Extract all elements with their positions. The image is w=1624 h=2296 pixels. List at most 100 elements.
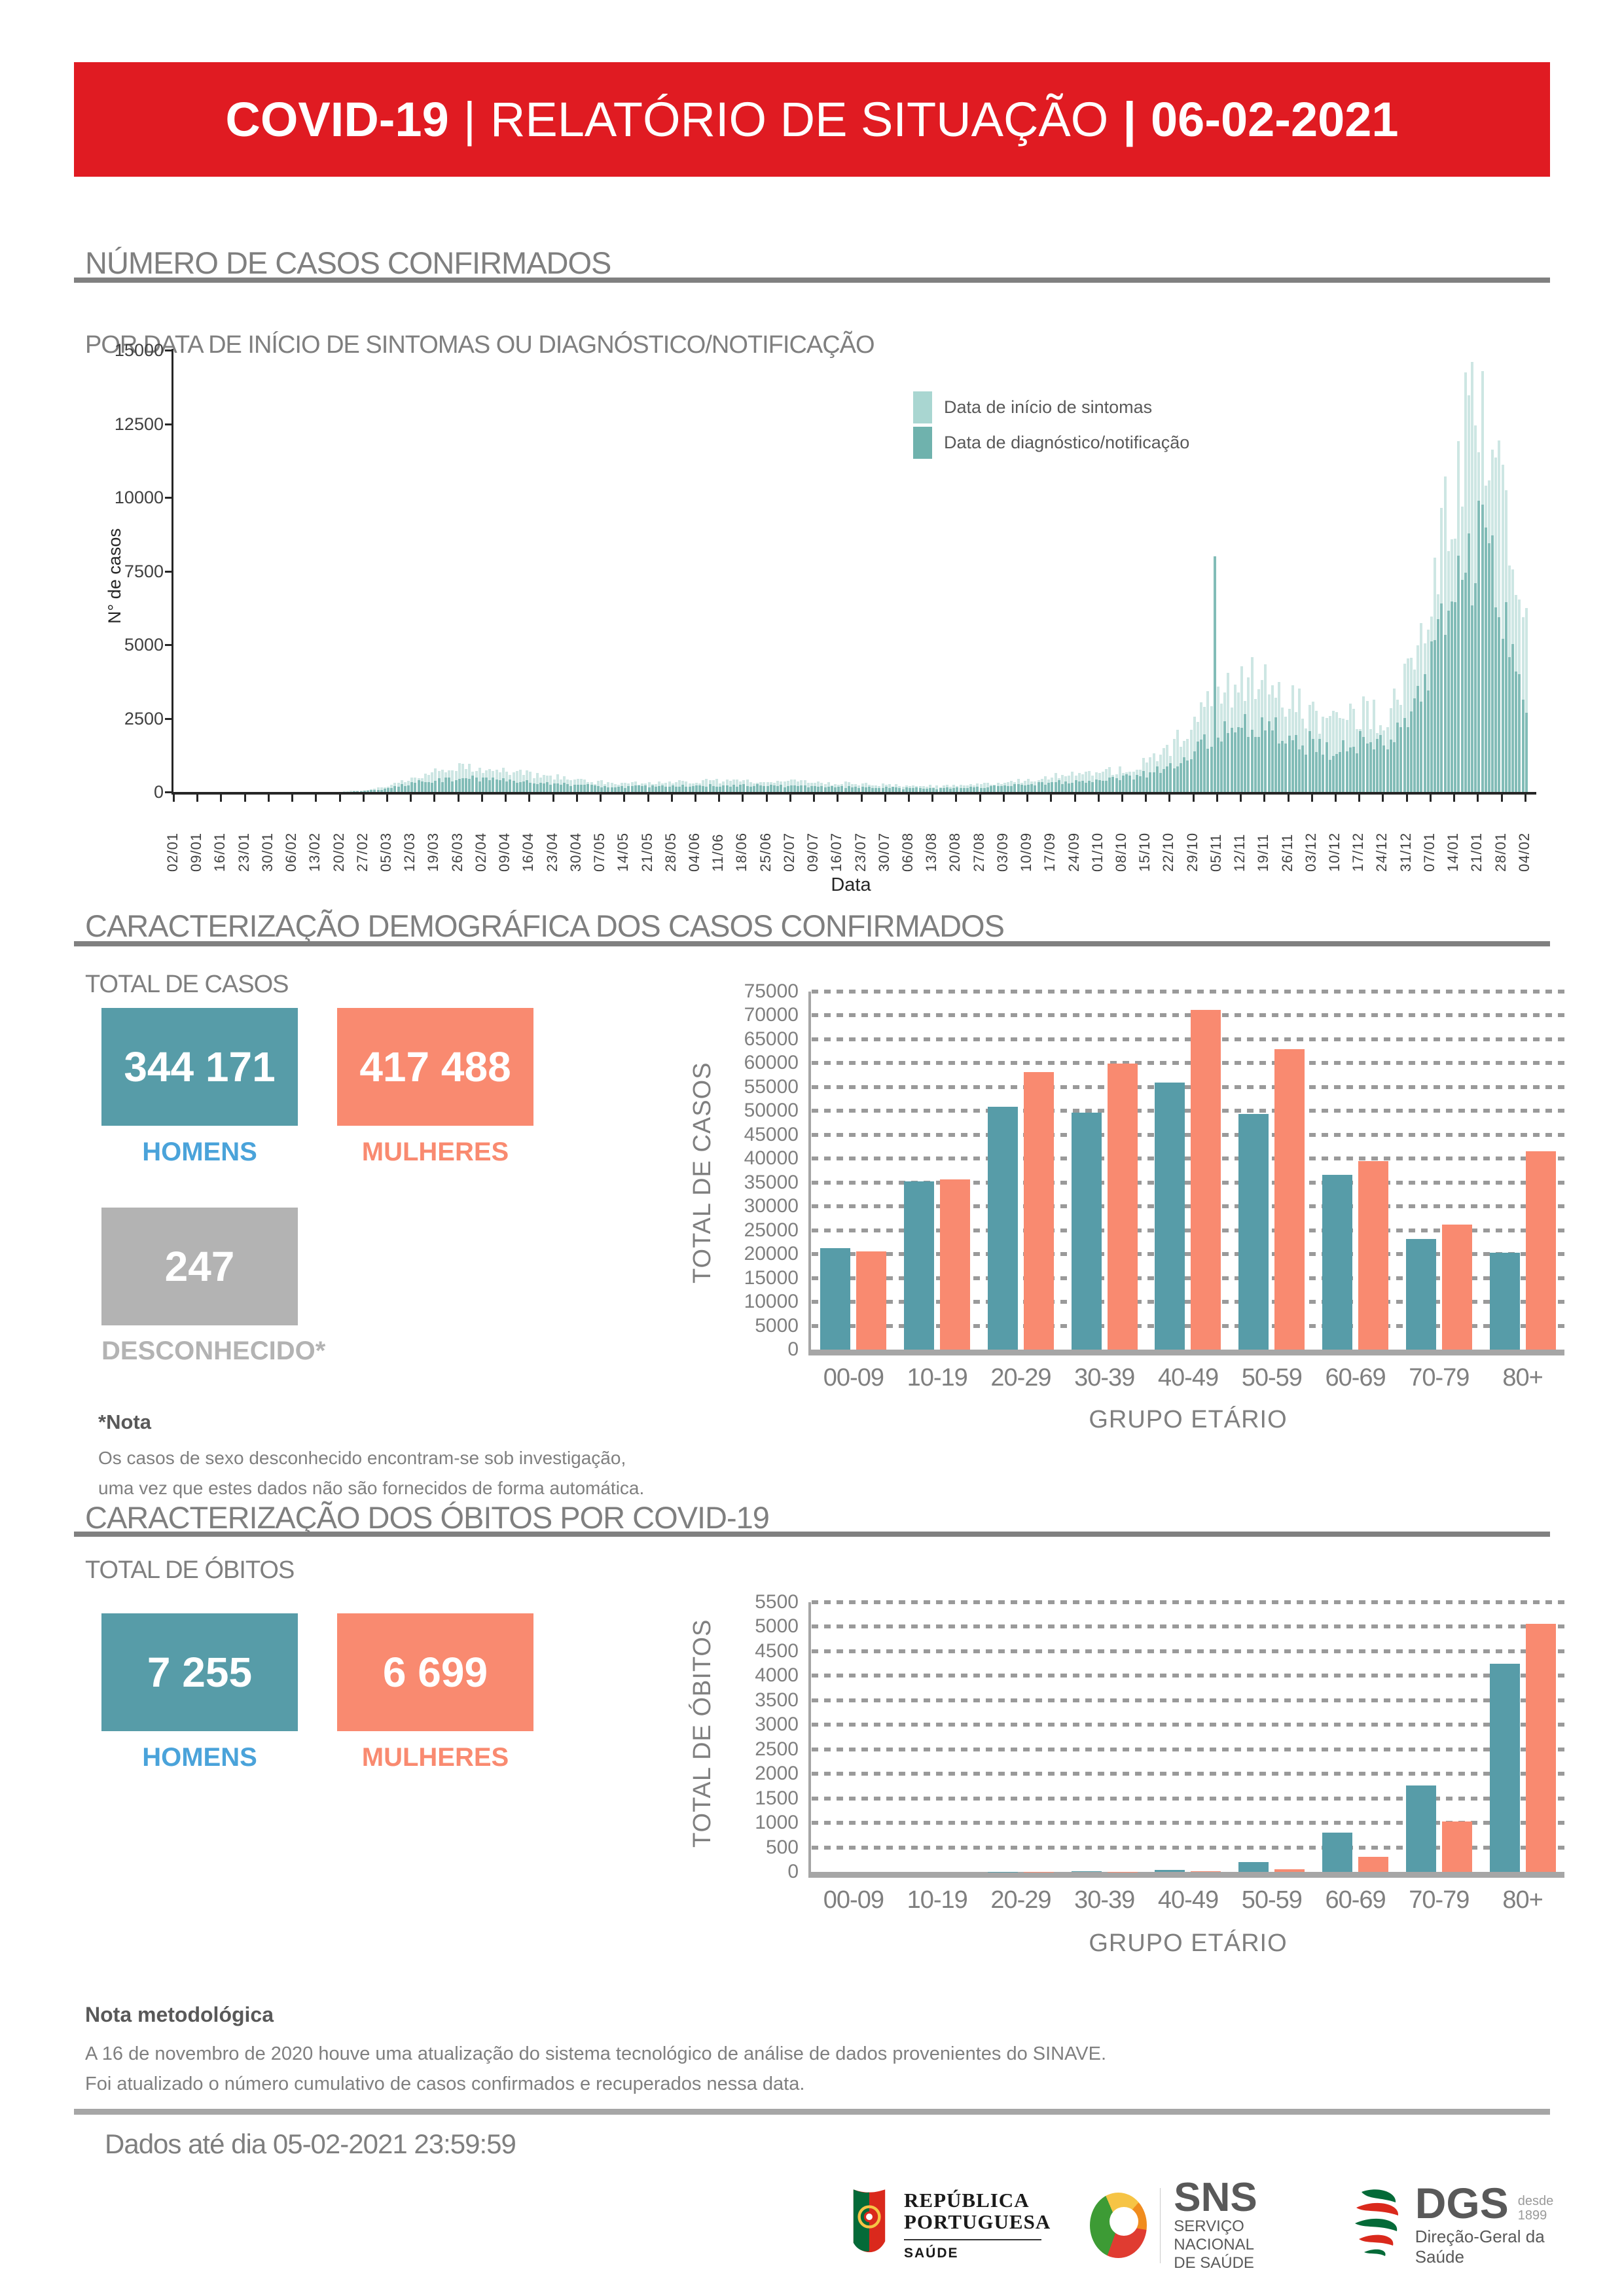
timeline-bar-diagnostico bbox=[664, 786, 668, 792]
timeline-bar-diagnostico bbox=[1250, 730, 1254, 792]
timeline-bar-diagnostico bbox=[1382, 745, 1386, 792]
timeline-bar-diagnostico bbox=[705, 786, 708, 792]
bar-homens-80+ bbox=[1489, 1252, 1520, 1350]
timeline-bar-diagnostico bbox=[475, 778, 478, 792]
timeline-bar-diagnostico bbox=[1281, 740, 1284, 792]
timeline-bar-diagnostico bbox=[1284, 743, 1288, 792]
timeline-bar-sintomas bbox=[434, 768, 437, 792]
timeline-bar-diagnostico bbox=[387, 787, 390, 792]
timeline-bar-diagnostico bbox=[501, 778, 505, 792]
timeline-bar-diagnostico bbox=[979, 788, 983, 792]
timeline-x-tick bbox=[1335, 795, 1337, 802]
timeline-bar-diagnostico bbox=[604, 786, 607, 792]
timeline-bar-diagnostico bbox=[1264, 730, 1267, 792]
timeline-bar-diagnostico bbox=[776, 785, 780, 792]
timeline-bar-diagnostico bbox=[410, 781, 414, 792]
header-title: RELATÓRIO DE SITUAÇÃO bbox=[490, 92, 1109, 147]
timeline-x-tick bbox=[1405, 795, 1408, 802]
bar-homens-30-39 bbox=[1071, 1871, 1102, 1872]
timeline-x-tick bbox=[789, 795, 791, 802]
timeline-y-tick-label: 12500 bbox=[114, 414, 164, 434]
timeline-bar-diagnostico bbox=[481, 777, 484, 792]
deaths-men-value: 7 255 bbox=[147, 1649, 253, 1696]
timeline-bar-diagnostico bbox=[1240, 727, 1244, 792]
timeline-bar-diagnostico bbox=[549, 784, 552, 792]
timeline-x-tick bbox=[1192, 795, 1195, 802]
timeline-bar-sintomas bbox=[979, 784, 983, 792]
timeline-bar-diagnostico bbox=[1074, 780, 1077, 792]
deaths-women-value: 6 699 bbox=[382, 1649, 488, 1696]
timeline-x-tick bbox=[1263, 795, 1266, 802]
timeline-bar-diagnostico bbox=[1525, 712, 1528, 792]
timeline-bar-diagnostico bbox=[1227, 733, 1230, 792]
deaths-by-age-x-title: GRUPO ETÁRIO bbox=[1089, 1929, 1288, 1957]
timeline-bar-sintomas bbox=[549, 775, 552, 792]
timeline-bar-diagnostico bbox=[945, 787, 948, 792]
bar-homens-50-59 bbox=[1238, 1114, 1269, 1350]
timeline-bar-diagnostico bbox=[621, 786, 624, 792]
timeline-bar-sintomas bbox=[1298, 689, 1301, 792]
timeline-bar-diagnostico bbox=[359, 791, 363, 792]
timeline-x-tick bbox=[196, 795, 199, 802]
timeline-bar-diagnostico bbox=[1434, 639, 1437, 792]
sns-line2: DE SAÚDE bbox=[1174, 2254, 1254, 2272]
timeline-bar-diagnostico bbox=[1507, 656, 1511, 792]
timeline-bar-diagnostico bbox=[959, 787, 962, 792]
timeline-bar-diagnostico bbox=[1094, 780, 1098, 792]
age-category-label: 10-19 bbox=[907, 1886, 968, 1914]
timeline-bar-diagnostico bbox=[1331, 756, 1335, 792]
timeline-bar-diagnostico bbox=[1423, 674, 1426, 792]
timeline-bar-diagnostico bbox=[1409, 711, 1413, 792]
timeline-bar-diagnostico bbox=[918, 787, 922, 792]
timeline-bar-diagnostico bbox=[681, 785, 685, 792]
timeline-bar-diagnostico bbox=[965, 788, 969, 792]
timeline-bar-diagnostico bbox=[837, 786, 840, 792]
bar-homens-00-09 bbox=[820, 1247, 851, 1350]
republica-portuguesa-logo: REPÚBLICA PORTUGUESA SAÚDE bbox=[848, 2188, 1051, 2263]
timeline-legend: Data de início de sintomas Data de diagn… bbox=[913, 391, 1189, 459]
timeline-bar-diagnostico bbox=[1362, 736, 1365, 792]
timeline-x-tick bbox=[670, 795, 673, 802]
timeline-bar-diagnostico bbox=[929, 788, 932, 792]
timeline-y-tick-label: 5000 bbox=[124, 635, 164, 655]
age-chart-gridline bbox=[812, 1845, 1564, 1850]
timeline-bar-diagnostico bbox=[749, 787, 752, 792]
timeline-bar-diagnostico bbox=[1230, 728, 1233, 792]
timeline-bar-diagnostico bbox=[532, 783, 535, 792]
timeline-bar-sintomas bbox=[468, 764, 471, 792]
timeline-bar-diagnostico bbox=[875, 787, 878, 792]
timeline-bar-diagnostico bbox=[543, 783, 546, 792]
republica-rule bbox=[904, 2239, 1041, 2240]
timeline-bar-sintomas bbox=[783, 781, 786, 792]
timeline-bar-sintomas bbox=[1071, 772, 1074, 792]
timeline-x-tick bbox=[480, 795, 483, 802]
timeline-bar-diagnostico bbox=[1372, 749, 1375, 792]
timeline-bar-sintomas bbox=[1247, 677, 1250, 792]
timeline-bar-diagnostico bbox=[420, 781, 424, 792]
bar-homens-70-79 bbox=[1405, 1785, 1436, 1872]
timeline-bar-diagnostico bbox=[1511, 643, 1515, 792]
timeline-bar-diagnostico bbox=[1051, 781, 1054, 792]
timeline-bar-diagnostico bbox=[651, 785, 654, 792]
timeline-bar-diagnostico bbox=[939, 788, 942, 792]
timeline-bar-diagnostico bbox=[1437, 619, 1440, 792]
timeline-bar-diagnostico bbox=[1037, 782, 1040, 792]
timeline-x-axis bbox=[171, 792, 1536, 795]
timeline-bar-diagnostico bbox=[1142, 771, 1146, 792]
timeline-x-tick bbox=[1240, 795, 1242, 802]
timeline-bar-diagnostico bbox=[559, 785, 562, 792]
sns-circle-icon bbox=[1090, 2193, 1147, 2258]
timeline-bar-sintomas bbox=[1471, 362, 1474, 792]
timeline-bar-diagnostico bbox=[1172, 768, 1176, 792]
timeline-bar-sintomas bbox=[647, 781, 651, 792]
timeline-bar-sintomas bbox=[1118, 766, 1121, 792]
timeline-bar-diagnostico bbox=[1247, 736, 1250, 792]
logo-divider bbox=[1159, 2187, 1161, 2263]
timeline-bar-diagnostico bbox=[454, 780, 458, 792]
age-chart-y-tick-label: 75000 bbox=[744, 980, 799, 1002]
timeline-bar-diagnostico bbox=[769, 784, 772, 792]
timeline-bar-diagnostico bbox=[1003, 785, 1006, 792]
age-category-label: 40-49 bbox=[1157, 1364, 1219, 1391]
timeline-bar-diagnostico bbox=[854, 786, 857, 792]
legend-swatch-diagnostico bbox=[913, 427, 932, 459]
